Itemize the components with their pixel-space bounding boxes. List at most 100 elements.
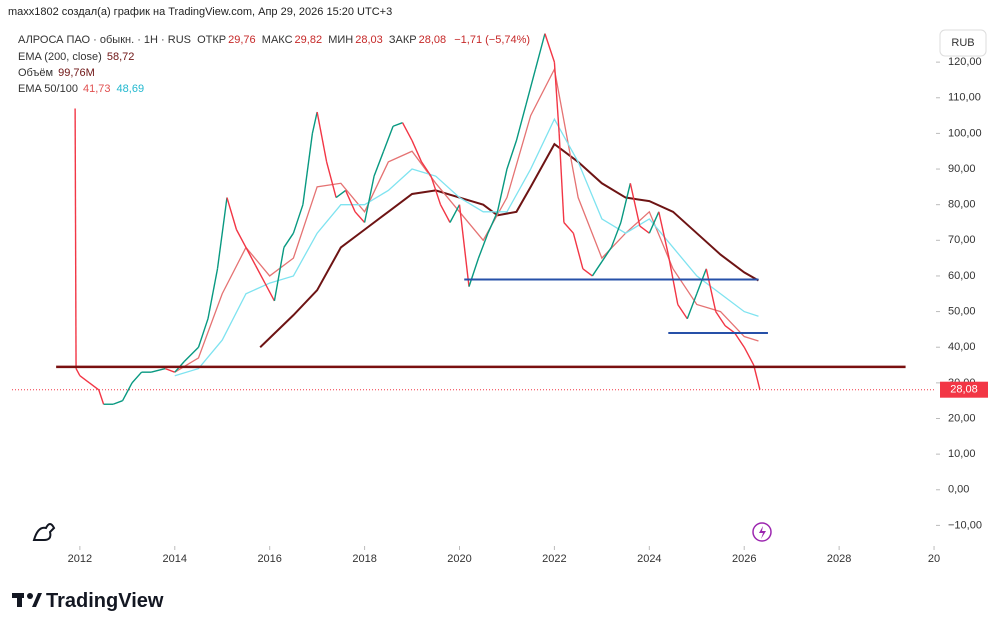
- legend-main: АЛРОСА ПАО · обыкн. · 1Н · RUS ОТКР 29,76…: [18, 34, 530, 46]
- value: 99,76M: [58, 67, 95, 79]
- price-segment: [411, 140, 423, 163]
- price-segment: [401, 122, 413, 141]
- price-segment: [283, 232, 294, 248]
- price-segment: [449, 204, 461, 223]
- price-segment: [264, 282, 276, 302]
- price-segment: [591, 261, 603, 277]
- price-segment: [98, 389, 105, 405]
- price-segment: [354, 211, 366, 223]
- price-segment: [677, 304, 688, 320]
- change: −1,71 (−5,74%): [454, 34, 531, 46]
- y-tick-label: 10,00: [948, 448, 976, 460]
- y-tick-label: 70,00: [948, 234, 976, 246]
- legend-ema: EMA 50/100 41,73 48,69: [18, 83, 144, 95]
- price-segment: [235, 229, 247, 248]
- last-price-box: [940, 381, 988, 398]
- y-tick-label: 40,00: [948, 341, 976, 353]
- price-segment: [325, 161, 337, 198]
- price-segment: [743, 346, 755, 366]
- price-segment: [311, 111, 318, 134]
- ema-line: [174, 67, 759, 373]
- price-segment: [734, 332, 745, 348]
- price-segment: [553, 62, 560, 134]
- price-segment: [439, 204, 451, 223]
- price-segment: [601, 247, 612, 263]
- y-tick-label: −10,00: [948, 519, 982, 531]
- y-tick-label: 0,00: [948, 484, 969, 496]
- price-segment: [430, 175, 442, 205]
- price-segment: [207, 268, 219, 319]
- ema-line: [174, 117, 759, 377]
- bolt: [759, 526, 766, 539]
- price-segment: [525, 69, 537, 106]
- y-tick-label: 100,00: [948, 127, 982, 139]
- price-segment: [88, 382, 100, 391]
- price-segment: [392, 122, 403, 127]
- price-segment: [382, 126, 394, 152]
- price-segment: [487, 211, 499, 234]
- price-segment: [458, 204, 470, 287]
- price-segment: [112, 400, 123, 405]
- legend-volume: Объём 99,76M: [18, 67, 95, 79]
- price-segment: [150, 367, 166, 373]
- price-segment: [610, 222, 622, 248]
- price-segment: [629, 183, 641, 227]
- price-segment: [292, 204, 304, 234]
- price-segment: [226, 197, 238, 230]
- y-tick-label: 110,00: [948, 92, 981, 104]
- price-segment: [477, 232, 489, 259]
- label: Объём: [18, 67, 54, 79]
- label: EMA 50/100: [18, 83, 78, 95]
- price-segment: [363, 176, 375, 223]
- price-segment: [254, 264, 266, 284]
- label: ОТКР: [197, 34, 227, 46]
- legend-ema200: EMA (200, close) 58,72: [18, 51, 134, 63]
- price-segment: [572, 233, 584, 270]
- plot: −10,000,0010,0020,0030,0040,0050,0060,00…: [12, 33, 982, 565]
- y-tick-label: 50,00: [948, 305, 976, 317]
- price-segment: [131, 371, 143, 384]
- currency-button[interactable]: [939, 29, 987, 57]
- label: ЗАКР: [388, 34, 417, 46]
- attribution: maxx1802 создал(а) график на TradingView…: [8, 6, 393, 18]
- currency: RUB: [951, 37, 974, 49]
- last-price-label: 28,08: [950, 384, 978, 396]
- price-segment: [544, 33, 556, 63]
- x-tick-label: 2022: [542, 553, 566, 565]
- price-segment: [273, 247, 285, 302]
- price-segment: [558, 133, 565, 223]
- price-segment: [639, 225, 650, 234]
- x-tick-label: 20: [928, 553, 940, 565]
- label: МИН: [328, 34, 354, 46]
- x-tick-label: 2028: [827, 553, 851, 565]
- price-segment: [373, 150, 385, 177]
- price-segment: [316, 111, 328, 163]
- price-segment: [245, 247, 257, 266]
- x-tick-label: 2012: [68, 553, 92, 565]
- price-segment: [468, 257, 480, 287]
- price-segment: [648, 211, 660, 234]
- price-segment: [75, 368, 81, 377]
- label: МАКС: [261, 34, 293, 46]
- price-segment: [121, 382, 133, 402]
- x-tick-label: 2024: [637, 553, 661, 565]
- price-segment: [563, 222, 574, 234]
- price-segment: [534, 33, 546, 70]
- price-segment: [165, 367, 176, 373]
- price-segment: [197, 318, 209, 348]
- brand-logo: [12, 593, 42, 607]
- price-segment: [724, 325, 736, 334]
- price-segment: [344, 190, 356, 213]
- value: 48,69: [116, 83, 145, 95]
- label: EMA (200, close): [18, 51, 102, 63]
- price-segment: [420, 161, 432, 177]
- price-segment: [696, 268, 707, 295]
- value: 29,82: [294, 34, 323, 46]
- value: 28,08: [418, 34, 447, 46]
- price-segment: [496, 168, 508, 212]
- price-segment: [79, 375, 90, 384]
- price-segment: [620, 183, 632, 223]
- logo-icon: [32, 523, 56, 541]
- price-segment: [753, 364, 761, 390]
